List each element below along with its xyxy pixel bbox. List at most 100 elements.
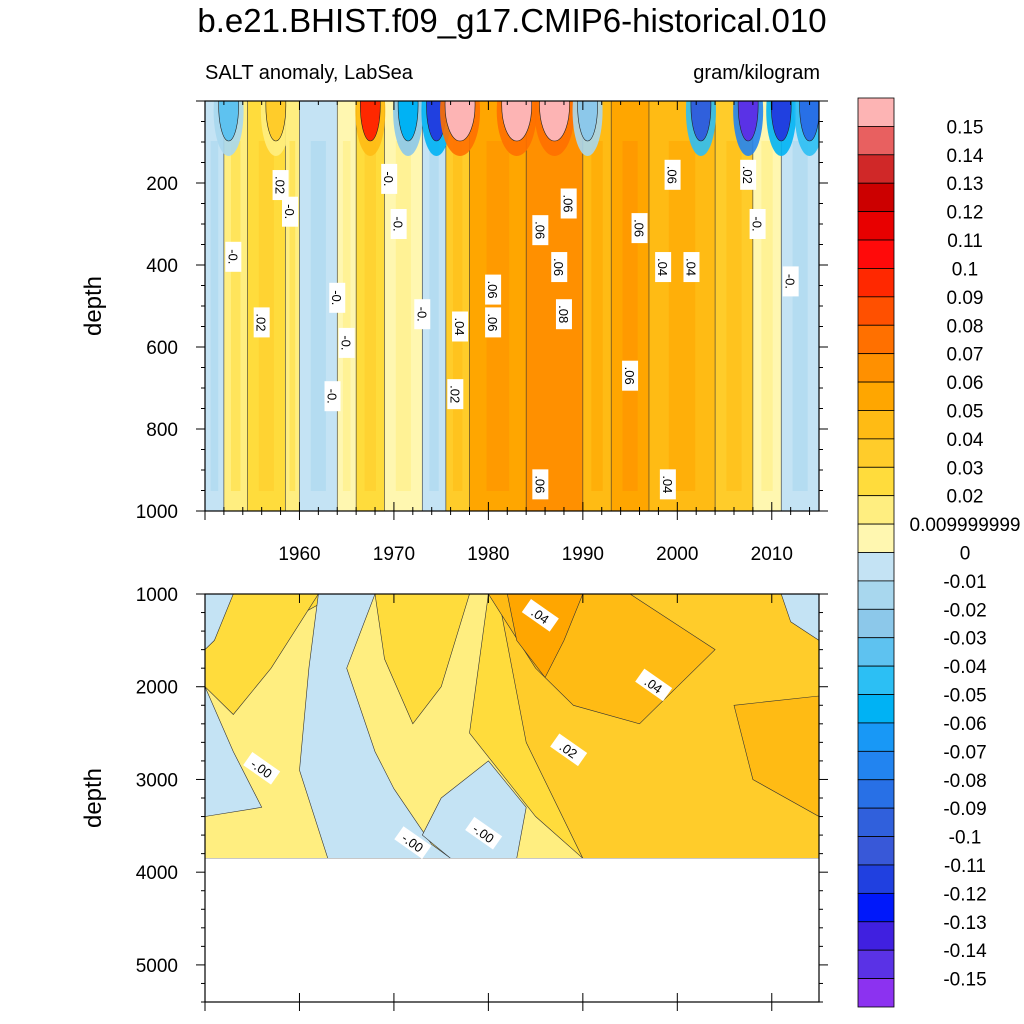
colorbar-label: -0.03	[943, 629, 986, 650]
contour-label-text: -0.	[750, 216, 765, 231]
colorbar-swatch	[857, 211, 895, 241]
contour-label-text: .02	[740, 166, 755, 184]
anomaly-band-core	[761, 141, 773, 491]
colorbar-swatch	[857, 126, 895, 156]
contour-label-text: .02	[447, 385, 462, 403]
colorbar-label: -0.02	[943, 600, 986, 621]
contour-label-text: .06	[532, 221, 547, 239]
colorbar-label: 0.08	[947, 316, 984, 337]
contour-label-text: .06	[485, 313, 500, 331]
surface-anomaly	[799, 101, 819, 142]
surface-anomaly	[501, 101, 533, 142]
contour-label-box	[225, 241, 242, 272]
contour-label: .06	[664, 159, 681, 190]
colorbar-label: -0.04	[943, 657, 987, 678]
contour-label-box	[622, 360, 639, 391]
contour-label-text: -0.	[282, 204, 297, 219]
contour-label: -0.	[282, 196, 299, 227]
colorbar-swatch	[857, 552, 895, 582]
x-tick-label: 1970	[373, 544, 415, 565]
contour-label: -0.	[390, 209, 407, 239]
colorbar-label: 0.11	[947, 231, 983, 252]
contour-label: -0.	[338, 327, 355, 358]
x-tick-label: 1990	[562, 544, 604, 565]
y-tick-label: 2000	[136, 678, 178, 699]
y-tick-label: 4000	[136, 863, 178, 884]
anomaly-band-core	[395, 141, 411, 491]
contour-label-text: -0.	[783, 274, 798, 289]
contour-label-box	[390, 209, 407, 239]
contour-label-text: -0.	[225, 249, 240, 264]
upper-y-axis-title: depth	[80, 276, 107, 336]
contour-label-box	[749, 209, 766, 239]
contour-label-text: -0.	[414, 307, 429, 322]
contour-label-text: -0.	[329, 290, 344, 305]
units-subtitle: gram/kilogram	[693, 62, 820, 84]
deep-anomaly-region	[780, 594, 819, 641]
contour-label-text: .06	[485, 281, 500, 299]
deep-anomaly-region	[205, 594, 234, 651]
colorbar-swatch	[857, 495, 895, 525]
colorbar-swatch	[857, 978, 895, 1008]
surface-anomaly	[360, 101, 381, 142]
colorbar-swatch	[857, 637, 895, 667]
contour-label-text: .06	[632, 219, 647, 237]
contour-label-box	[550, 733, 588, 767]
contour-label-box	[532, 469, 549, 500]
colorbar-label: 0.009999999	[910, 515, 1021, 536]
anomaly-band-core	[289, 141, 296, 491]
deep-anomaly-region	[299, 594, 452, 859]
colorbar-label: -0.13	[943, 913, 986, 934]
deep-anomaly-region	[205, 686, 263, 817]
y-tick-label: 1000	[136, 502, 178, 523]
colorbar-label: 0.12	[947, 203, 984, 224]
anomaly-band-core	[668, 141, 696, 491]
colorbar-label: -0.15	[943, 970, 986, 991]
colorbar-swatch	[857, 807, 895, 837]
contour-label: .04	[659, 469, 676, 500]
contour-label: .06	[532, 215, 549, 246]
variable-subtitle: SALT anomaly, LabSea	[205, 62, 413, 84]
contour-label: -0.	[381, 163, 398, 194]
contour-label: -0.	[414, 299, 431, 330]
upper-depth-panel: .02 -0. -0. .02 -0. -0. -0. -0. -0. -0. .04 .02 .06.…	[80, 100, 828, 565]
surface-anomaly	[690, 101, 712, 142]
contour-label: .06	[485, 307, 502, 338]
x-tick-label: 2010	[751, 544, 793, 565]
colorbar-swatch	[857, 239, 895, 269]
contour-label-text: .06	[551, 258, 566, 276]
upper-plot-area: .02 -0. -0. .02 -0. -0. -0. -0. -0. -0. .04 .02 .06.…	[205, 101, 819, 511]
colorbar-label: -0.05	[943, 686, 986, 707]
contour-label-box	[465, 816, 503, 850]
contour-label-box	[635, 668, 673, 702]
colorbar-swatch	[857, 296, 895, 326]
contour-label-box	[683, 252, 700, 283]
colorbar-swatch	[857, 410, 895, 440]
contour-label-box	[555, 299, 572, 330]
colorbar-label: -0.08	[943, 771, 986, 792]
contour-label-text: .06	[665, 166, 680, 184]
colorbar-label: -0.1	[949, 828, 982, 849]
contour-label-box	[485, 274, 502, 305]
colorbar-label: 0.06	[947, 373, 984, 394]
contour-label-text: -0.	[381, 171, 396, 186]
contour-label: -0.	[225, 241, 242, 272]
deep-anomaly-region	[733, 695, 819, 817]
contour-label-text: .06	[532, 475, 547, 493]
contour-label-box	[243, 752, 281, 785]
contour-label-text: -0.	[391, 216, 406, 231]
anomaly-band-core	[210, 141, 219, 491]
chart-title: b.e21.BHIST.f09_g17.CMIP6-historical.010	[197, 2, 827, 39]
colorbar-swatch	[857, 949, 895, 979]
contour-label-text: .06	[561, 194, 576, 212]
colorbar-swatch	[857, 438, 895, 468]
y-tick-label: 5000	[136, 956, 178, 977]
anomaly-band-core	[230, 141, 241, 491]
contour-label-box	[631, 213, 648, 244]
contour-label-box	[394, 826, 432, 859]
surface-anomaly	[218, 101, 239, 142]
contour-label-box	[560, 188, 577, 219]
lower-axes: 1000 2000 3000 4000 5000	[136, 585, 828, 1011]
contour-label-text: .02	[254, 313, 269, 331]
